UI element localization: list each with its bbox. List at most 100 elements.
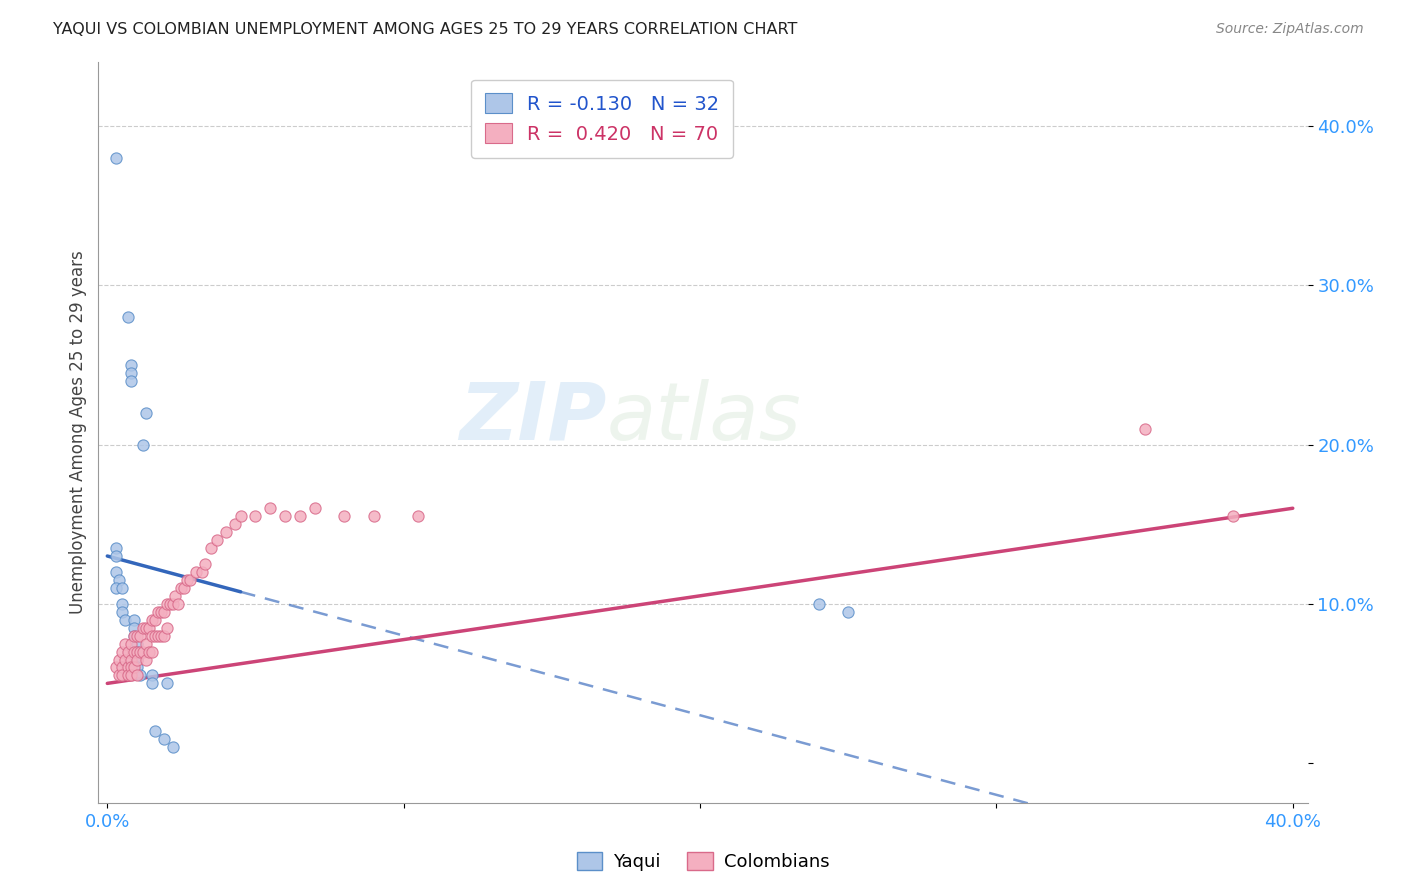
Point — [111, 644, 134, 658]
Point — [167, 597, 190, 611]
Point — [117, 660, 139, 674]
Point — [205, 533, 228, 547]
Point — [259, 501, 281, 516]
Point — [129, 668, 152, 682]
Point — [155, 597, 177, 611]
Point — [229, 509, 252, 524]
Point — [125, 644, 148, 658]
Point — [1222, 509, 1244, 524]
Point — [141, 629, 163, 643]
Point — [146, 605, 169, 619]
Point — [114, 637, 136, 651]
Point — [120, 374, 142, 388]
Point — [159, 597, 181, 611]
Point — [120, 668, 142, 682]
Point — [135, 406, 157, 420]
Point — [105, 151, 128, 165]
Point — [162, 597, 184, 611]
Point — [111, 660, 134, 674]
Point — [149, 605, 172, 619]
Point — [129, 644, 152, 658]
Point — [114, 652, 136, 666]
Point — [108, 668, 131, 682]
Point — [176, 573, 198, 587]
Point — [125, 652, 148, 666]
Text: Source: ZipAtlas.com: Source: ZipAtlas.com — [1216, 22, 1364, 37]
Point — [129, 629, 152, 643]
Point — [125, 652, 148, 666]
Point — [224, 517, 246, 532]
Point — [141, 668, 163, 682]
Point — [274, 509, 297, 524]
Point — [191, 565, 214, 579]
Point — [132, 437, 155, 451]
Point — [152, 605, 174, 619]
Point — [122, 660, 145, 674]
Point — [141, 613, 163, 627]
Point — [162, 740, 184, 755]
Point — [288, 509, 311, 524]
Point — [333, 509, 356, 524]
Point — [807, 597, 830, 611]
Point — [135, 621, 157, 635]
Point — [143, 724, 166, 739]
Point — [165, 589, 187, 603]
Point — [117, 310, 139, 325]
Point — [120, 637, 142, 651]
Point — [105, 549, 128, 563]
Text: atlas: atlas — [606, 379, 801, 457]
Point — [122, 613, 145, 627]
Point — [194, 557, 217, 571]
Point — [304, 501, 326, 516]
Y-axis label: Unemployment Among Ages 25 to 29 years: Unemployment Among Ages 25 to 29 years — [69, 251, 87, 615]
Point — [108, 573, 131, 587]
Point — [152, 732, 174, 747]
Point — [1133, 422, 1156, 436]
Point — [111, 668, 134, 682]
Text: YAQUI VS COLOMBIAN UNEMPLOYMENT AMONG AGES 25 TO 29 YEARS CORRELATION CHART: YAQUI VS COLOMBIAN UNEMPLOYMENT AMONG AG… — [53, 22, 797, 37]
Text: ZIP: ZIP — [458, 379, 606, 457]
Point — [170, 581, 193, 595]
Point — [143, 629, 166, 643]
Point — [149, 629, 172, 643]
Point — [111, 597, 134, 611]
Point — [141, 644, 163, 658]
Point — [105, 565, 128, 579]
Point — [173, 581, 195, 595]
Point — [155, 621, 177, 635]
Point — [117, 668, 139, 682]
Point — [125, 668, 148, 682]
Point — [135, 652, 157, 666]
Point — [117, 644, 139, 658]
Point — [105, 541, 128, 555]
Point — [132, 644, 155, 658]
Point — [122, 629, 145, 643]
Point — [141, 676, 163, 690]
Point — [108, 652, 131, 666]
Point — [120, 660, 142, 674]
Point — [105, 660, 128, 674]
Point — [152, 629, 174, 643]
Point — [138, 621, 160, 635]
Point — [120, 366, 142, 380]
Point — [138, 644, 160, 658]
Point — [135, 637, 157, 651]
Point — [155, 676, 177, 690]
Point — [363, 509, 385, 524]
Point — [186, 565, 208, 579]
Point — [114, 613, 136, 627]
Point — [200, 541, 222, 555]
Point — [122, 621, 145, 635]
Point — [245, 509, 267, 524]
Legend: Yaqui, Colombians: Yaqui, Colombians — [569, 846, 837, 879]
Point — [120, 358, 142, 372]
Point — [146, 629, 169, 643]
Point — [111, 605, 134, 619]
Point — [122, 644, 145, 658]
Point — [408, 509, 430, 524]
Point — [122, 629, 145, 643]
Point — [215, 525, 238, 540]
Legend: R = -0.130   N = 32, R =  0.420   N = 70: R = -0.130 N = 32, R = 0.420 N = 70 — [471, 79, 733, 158]
Point — [837, 605, 859, 619]
Point — [120, 652, 142, 666]
